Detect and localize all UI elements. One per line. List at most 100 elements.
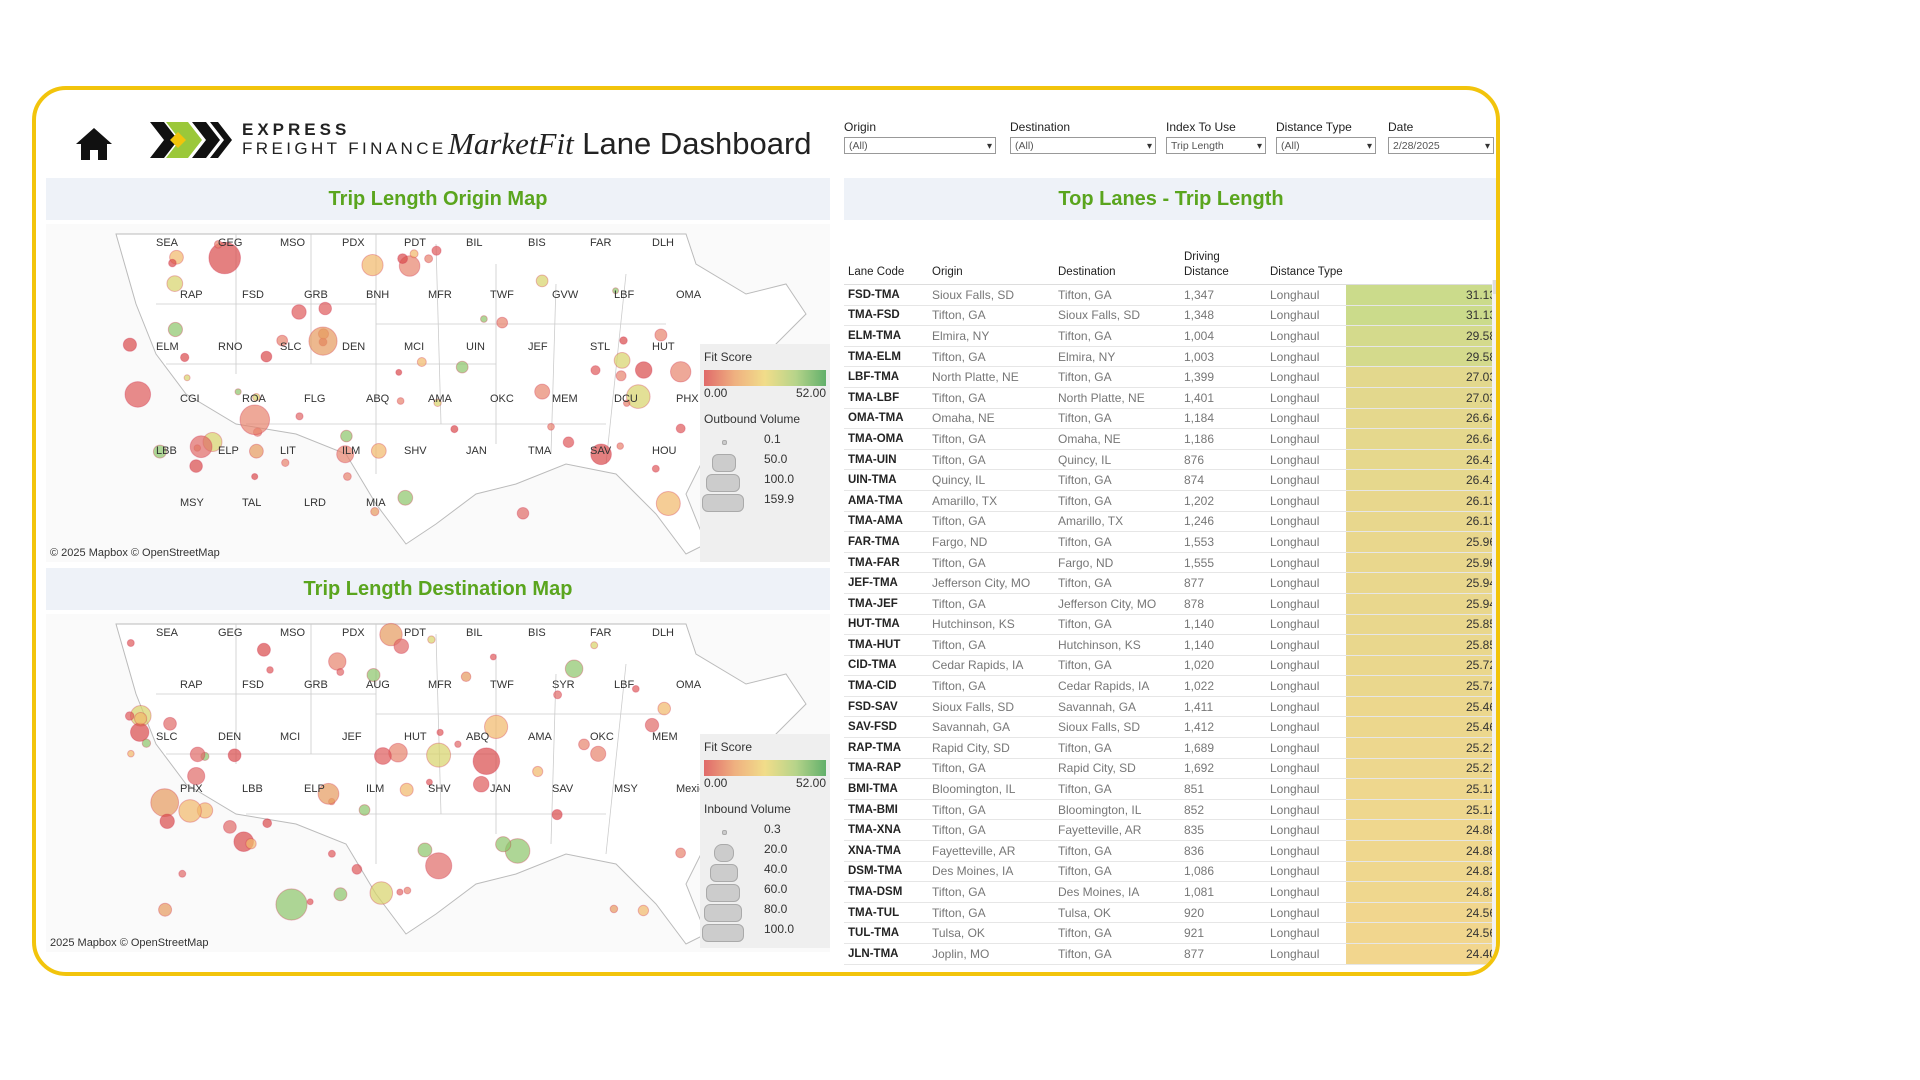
col-destination[interactable]: Destination — [1054, 250, 1180, 285]
volume-bubble[interactable] — [126, 639, 135, 647]
volume-bubble[interactable] — [409, 249, 419, 259]
volume-bubble[interactable] — [122, 337, 138, 352]
volume-bubble[interactable] — [234, 388, 242, 396]
table-row[interactable]: FSD-SAV Sioux Falls, SD Savannah, GA 1,411 L… — [844, 696, 1496, 718]
table-row[interactable]: TMA-XNA Tifton, GA Fayetteville, AR 835 Long… — [844, 819, 1496, 842]
volume-bubble[interactable] — [489, 653, 497, 661]
volume-bubble[interactable] — [166, 275, 184, 292]
volume-bubble[interactable] — [141, 738, 152, 748]
table-row[interactable]: LBF-TMA North Platte, NE Tifton, GA 1,399 Lo… — [844, 366, 1496, 388]
volume-bubble[interactable] — [223, 820, 237, 834]
volume-bubble[interactable] — [590, 641, 599, 650]
table-row[interactable]: JEF-TMA Jefferson City, MO Tifton, GA 877 Lo… — [844, 572, 1496, 594]
volume-bubble[interactable] — [655, 491, 681, 516]
home-icon[interactable] — [74, 126, 114, 162]
volume-bubble[interactable] — [370, 443, 387, 459]
table-scrollbar[interactable] — [1492, 280, 1496, 960]
volume-bubble[interactable] — [612, 287, 620, 295]
table-row[interactable]: TMA-OMA Tifton, GA Omaha, NE 1,186 Longhaul 2… — [844, 428, 1496, 450]
volume-bubble[interactable] — [553, 690, 563, 700]
volume-bubble[interactable] — [167, 321, 183, 338]
table-row[interactable]: TMA-UIN Tifton, GA Quincy, IL 876 Longhaul 26… — [844, 449, 1496, 471]
volume-bubble[interactable] — [578, 738, 590, 751]
filter-origin-select[interactable]: (All) — [844, 137, 996, 155]
volume-bubble[interactable] — [213, 240, 223, 249]
volume-bubble[interactable] — [534, 383, 551, 400]
table-row[interactable]: TMA-FAR Tifton, GA Fargo, ND 1,555 Longhaul 2… — [844, 552, 1496, 574]
volume-bubble[interactable] — [644, 717, 660, 733]
table-row[interactable]: AMA-TMA Amarillo, TX Tifton, GA 1,202 Longha… — [844, 490, 1496, 512]
table-row[interactable]: HUT-TMA Hutchinson, KS Tifton, GA 1,140 Long… — [844, 614, 1496, 636]
table-row[interactable]: TMA-FSD Tifton, GA Sioux Falls, SD 1,348 Lon… — [844, 305, 1496, 327]
volume-bubble[interactable] — [127, 749, 135, 758]
volume-bubble[interactable] — [654, 328, 668, 342]
table-row[interactable]: TMA-HUT Tifton, GA Hutchinson, KS 1,140 Long… — [844, 634, 1496, 656]
dest-map-canvas[interactable]: SEA GEG MSO PDX PDT BIL BIS FAR DLH RAP FSD GRB AUG M… — [46, 614, 830, 952]
volume-bubble[interactable] — [227, 748, 242, 763]
volume-bubble[interactable] — [256, 642, 271, 657]
volume-bubble[interactable] — [397, 489, 414, 506]
volume-bubble[interactable] — [425, 778, 433, 786]
volume-bubble[interactable] — [262, 818, 273, 829]
volume-bubble[interactable] — [403, 886, 412, 895]
volume-bubble[interactable] — [495, 836, 512, 853]
table-row[interactable]: TMA-JEF Tifton, GA Jefferson City, MO 878 Lo… — [844, 593, 1496, 615]
volume-bubble[interactable] — [281, 458, 290, 468]
volume-bubble[interactable] — [651, 464, 660, 473]
table-row[interactable]: TMA-ELM Tifton, GA Elmira, NY 1,003 Longhaul… — [844, 346, 1496, 368]
volume-bubble[interactable] — [455, 360, 469, 374]
table-row[interactable]: CID-TMA Cedar Rapids, IA Tifton, GA 1,020 Lo… — [844, 655, 1496, 677]
col-index-value[interactable] — [1346, 250, 1496, 285]
volume-bubble[interactable] — [239, 404, 271, 436]
table-row[interactable]: TMA-RAP Tifton, GA Rapid City, SD 1,692 Long… — [844, 758, 1496, 780]
volume-bubble[interactable] — [472, 775, 490, 793]
volume-bubble[interactable] — [152, 444, 167, 459]
volume-bubble[interactable] — [163, 716, 177, 731]
col-lane-code[interactable]: Lane Code — [844, 250, 928, 285]
volume-bubble[interactable] — [124, 381, 152, 408]
col-distance-type[interactable]: Distance Type — [1266, 250, 1346, 285]
volume-bubble[interactable] — [436, 728, 444, 737]
volume-bubble[interactable] — [615, 370, 627, 382]
volume-bubble[interactable] — [361, 253, 384, 277]
volume-bubble[interactable] — [496, 316, 509, 329]
volume-bubble[interactable] — [535, 274, 549, 288]
volume-bubble[interactable] — [291, 304, 307, 320]
col-driving-distance[interactable]: Driving Distance — [1180, 250, 1266, 285]
volume-bubble[interactable] — [150, 788, 180, 818]
table-row[interactable]: XNA-TMA Fayetteville, AR Tifton, GA 836 Long… — [844, 840, 1496, 862]
volume-bubble[interactable] — [631, 685, 640, 693]
volume-bubble[interactable] — [472, 747, 501, 775]
scrollbar-thumb[interactable] — [1493, 280, 1496, 294]
volume-bubble[interactable] — [251, 473, 259, 481]
volume-bubble[interactable] — [564, 659, 584, 679]
volume-bubble[interactable] — [252, 393, 261, 402]
table-row[interactable]: TMA-TUL Tifton, GA Tulsa, OK 920 Longhaul 24.… — [844, 902, 1496, 924]
volume-bubble[interactable] — [366, 668, 381, 682]
volume-bubble[interactable] — [480, 315, 488, 323]
table-row[interactable]: DSM-TMA Des Moines, IA Tifton, GA 1,086 Long… — [844, 861, 1496, 883]
table-row[interactable]: TMA-CID Tifton, GA Cedar Rapids, IA 1,022 Lo… — [844, 675, 1496, 697]
volume-bubble[interactable] — [183, 374, 191, 382]
volume-bubble[interactable] — [424, 254, 434, 264]
table-row[interactable]: UIN-TMA Quincy, IL Tifton, GA 874 Longhaul 26… — [844, 469, 1496, 491]
volume-bubble[interactable] — [358, 804, 371, 816]
volume-bubble[interactable] — [433, 398, 442, 408]
volume-bubble[interactable] — [590, 443, 612, 466]
table-row[interactable]: TMA-AMA Tifton, GA Amarillo, TX 1,246 Longha… — [844, 511, 1496, 533]
volume-bubble[interactable] — [395, 368, 403, 376]
volume-bubble[interactable] — [189, 435, 213, 459]
volume-bubble[interactable] — [425, 852, 453, 880]
volume-bubble[interactable] — [245, 838, 257, 850]
volume-bubble[interactable] — [397, 253, 409, 264]
table-row[interactable]: TMA-DSM Tifton, GA Des Moines, IA 1,081 Long… — [844, 881, 1496, 903]
volume-bubble[interactable] — [134, 712, 148, 726]
volume-bubble[interactable] — [562, 436, 575, 448]
volume-bubble[interactable] — [266, 666, 274, 674]
table-row[interactable]: FSD-TMA Sioux Falls, SD Tifton, GA 1,347 Lon… — [844, 284, 1496, 306]
volume-bubble[interactable] — [670, 361, 692, 383]
filter-index-select[interactable]: Trip Length — [1166, 137, 1266, 155]
volume-bubble[interactable] — [275, 888, 308, 921]
volume-bubble[interactable] — [187, 767, 206, 786]
volume-bubble[interactable] — [396, 397, 405, 405]
